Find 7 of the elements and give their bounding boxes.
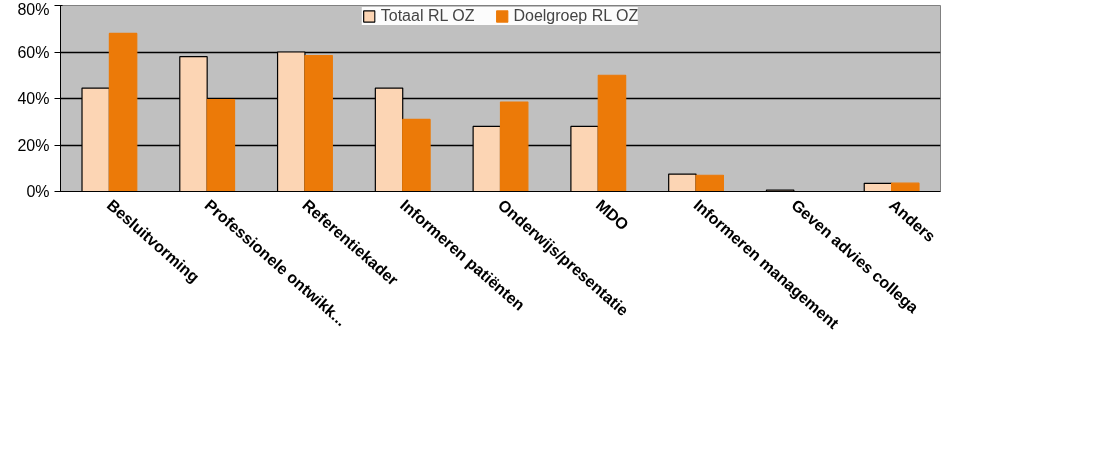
y-tick-label: 40% xyxy=(17,90,50,107)
y-tick-label: 20% xyxy=(17,136,50,154)
y-tick-label: 80% xyxy=(17,0,50,18)
legend-label: Totaal RL OZ xyxy=(380,7,475,25)
y-tick-label: 60% xyxy=(17,43,50,61)
legend-label: Doelgroep RL OZ xyxy=(513,7,639,25)
y-tick-label: 0% xyxy=(26,183,50,200)
